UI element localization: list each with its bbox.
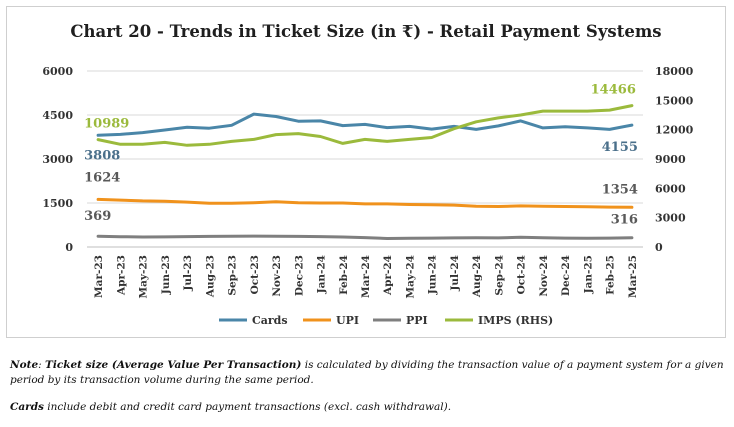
x-tick-label: Dec-24 (560, 255, 572, 296)
y-tick-right-label: 3000 (655, 212, 686, 225)
cards-paragraph: Cards include debit and credit card paym… (10, 400, 726, 415)
notes-section: Note: Ticket size (Average Value Per Tra… (10, 358, 726, 427)
y-tick-right-label: 18000 (655, 65, 694, 78)
legend-imps-label: IMPS (RHS) (478, 314, 553, 327)
ppi-last-label: 316 (611, 213, 638, 228)
x-tick-label: Sep-23 (227, 255, 239, 296)
series-lines (96, 104, 634, 240)
cards-first-label: 3808 (84, 148, 120, 163)
x-tick-label: May-23 (138, 255, 150, 299)
y-tick-right-label: 0 (655, 241, 663, 254)
x-tick-label: Aug-24 (471, 255, 483, 298)
x-tick-label: Mar-25 (627, 255, 639, 298)
cards-text: include debit and credit card payment tr… (43, 401, 452, 413)
y-tick-right-label: 6000 (655, 182, 686, 195)
x-tick-label: Sep-24 (493, 255, 505, 296)
upi-line (96, 197, 634, 209)
upi-first-label: 1624 (84, 170, 120, 185)
cards-bold-term: Cards (10, 401, 44, 413)
cards-last-label: 4155 (602, 140, 638, 155)
y-axis-left: 0 1500 3000 4500 6000 (42, 65, 73, 254)
x-tick-label: Nov-23 (271, 255, 283, 297)
y-tick-left-label: 3000 (42, 153, 73, 166)
y-tick-left-label: 4500 (42, 109, 73, 122)
legend-cards-label: Cards (252, 314, 288, 327)
chart-title: Chart 20 - Trends in Ticket Size (in ₹) … (70, 22, 661, 41)
x-tick-label: Dec-23 (293, 255, 305, 296)
data-labels: 10989 14466 3808 4155 1624 1354 369 316 (84, 83, 638, 228)
y-tick-right-label: 12000 (655, 124, 694, 137)
y-axis-right: 0 3000 6000 9000 12000 15000 18000 (655, 65, 694, 254)
x-tick-label: Feb-24 (338, 255, 350, 295)
y-tick-right-label: 15000 (655, 94, 694, 107)
x-tick-label: Nov-24 (538, 255, 550, 297)
x-tick-label: May-24 (404, 255, 416, 299)
legend: Cards UPI PPI IMPS (RHS) (219, 314, 553, 327)
note-bold-term: Ticket size (Average Value Per Transacti… (45, 359, 302, 371)
note-paragraph: Note: Ticket size (Average Value Per Tra… (10, 358, 726, 388)
y-tick-right-label: 9000 (655, 153, 686, 166)
chart-container: Chart 20 - Trends in Ticket Size (in ₹) … (6, 6, 726, 338)
legend-ppi-label: PPI (406, 314, 428, 327)
x-tick-label: Feb-25 (605, 255, 617, 295)
x-tick-label: Jun-24 (427, 255, 439, 295)
x-tick-label: Jun-23 (160, 255, 172, 295)
y-tick-left-label: 0 (65, 241, 73, 254)
upi-last-label: 1354 (602, 182, 638, 197)
ppi-first-label: 369 (84, 209, 111, 224)
x-tick-label: Apr-24 (382, 255, 394, 296)
ppi-line (96, 234, 634, 240)
note-colon: : (38, 359, 46, 371)
imps-last-label: 14466 (591, 83, 636, 98)
y-tick-left-label: 1500 (42, 197, 73, 210)
x-tick-label: Jan-25 (582, 255, 594, 294)
imps-line (96, 104, 634, 147)
x-tick-label: Mar-23 (93, 255, 105, 298)
line-chart: Chart 20 - Trends in Ticket Size (in ₹) … (42, 22, 694, 327)
note-text: is calculated by dividing the transactio… (10, 359, 724, 386)
x-tick-label: Aug-23 (204, 255, 216, 298)
x-tick-label: Mar-24 (360, 255, 372, 298)
gridlines (87, 70, 643, 204)
cards-line (96, 112, 634, 137)
y-tick-left-label: 6000 (42, 65, 73, 78)
x-tick-label: Oct-23 (249, 255, 261, 294)
x-tick-label: Oct-24 (516, 255, 528, 294)
x-axis: Mar-23 Apr-23 May-23 Jun-23 Jul-23 Aug-23 Sep-… (87, 246, 643, 299)
x-tick-label: Jul-24 (449, 255, 461, 292)
legend-upi-label: UPI (336, 314, 359, 327)
x-tick-label: Apr-23 (115, 255, 127, 296)
x-tick-label: Jul-23 (182, 255, 194, 292)
imps-first-label: 10989 (84, 117, 129, 132)
note-label: Note (10, 359, 39, 371)
x-tick-label: Jan-24 (316, 255, 328, 294)
